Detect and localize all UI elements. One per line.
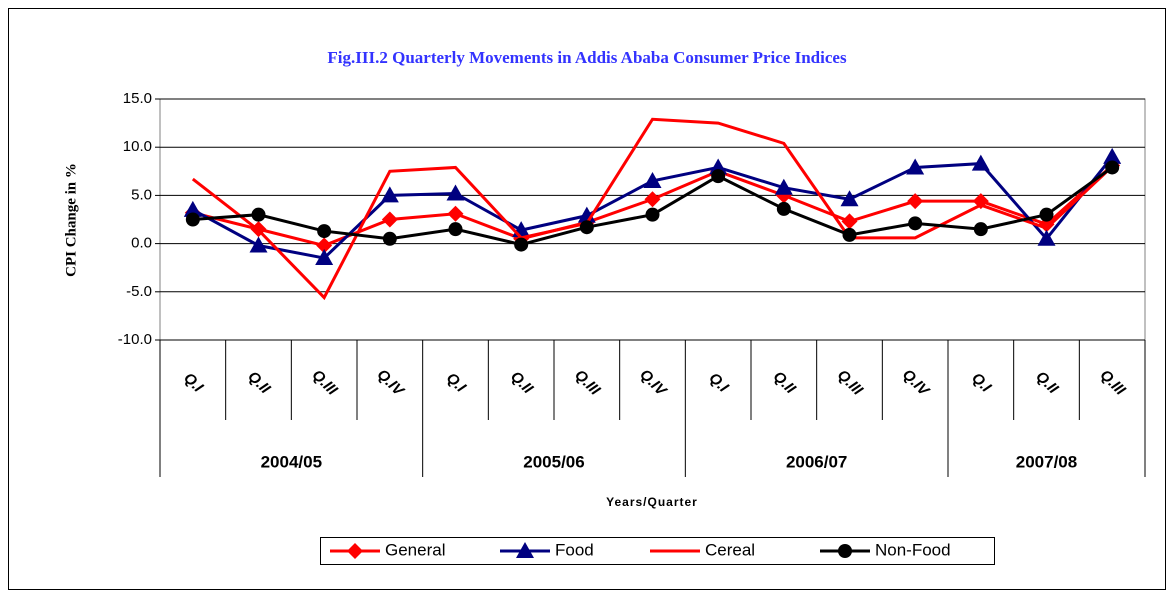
legend-label: Non-Food (875, 540, 951, 559)
marker (776, 201, 791, 216)
marker (906, 158, 925, 175)
marker (709, 158, 728, 175)
marker (842, 227, 857, 242)
marker (251, 207, 266, 222)
marker (1037, 229, 1056, 246)
marker (516, 542, 534, 558)
marker (316, 237, 333, 254)
y-tick-label: 10.0 (123, 138, 152, 155)
y-tick-label: 5.0 (131, 186, 152, 203)
y-tick-label: -5.0 (126, 283, 152, 300)
marker (514, 237, 529, 252)
legend: General Food Cereal Non-Food (320, 537, 995, 565)
marker (971, 154, 990, 171)
group-label: 2007/08 (1016, 452, 1077, 471)
marker (579, 220, 594, 235)
marker (711, 169, 726, 184)
marker (317, 224, 332, 239)
group-label: 2004/05 (261, 452, 322, 471)
legend-label: General (385, 540, 445, 559)
marker (907, 193, 924, 210)
marker (838, 544, 852, 558)
marker (249, 236, 268, 253)
marker (840, 190, 859, 207)
marker (446, 184, 465, 201)
marker (645, 207, 660, 222)
legend-label: Cereal (705, 540, 755, 559)
marker (381, 211, 398, 228)
marker (973, 222, 988, 237)
marker (1105, 160, 1120, 175)
series-line (191, 117, 1114, 301)
y-axis-label: CPI Change in % (63, 163, 79, 277)
marker (841, 213, 858, 230)
marker (1039, 207, 1054, 222)
marker (185, 212, 200, 227)
marker (347, 543, 363, 559)
marker (643, 171, 662, 188)
marker (774, 178, 793, 195)
y-tick-label: 0.0 (131, 235, 152, 252)
group-label: 2005/06 (523, 452, 584, 471)
y-tick-label: 15.0 (123, 90, 152, 107)
x-axis-label: Years/Quarter (606, 495, 698, 509)
marker (382, 231, 397, 246)
legend-label: Food (555, 540, 594, 559)
marker (380, 186, 399, 203)
marker (1103, 147, 1122, 164)
marker (644, 191, 661, 208)
marker (183, 200, 202, 217)
chart-title: Fig.III.2 Quarterly Movements in Addis A… (327, 48, 847, 67)
marker (447, 205, 464, 222)
group-label: 2006/07 (786, 452, 847, 471)
marker (448, 222, 463, 237)
marker (315, 249, 334, 266)
marker (908, 216, 923, 231)
y-tick-label: -10.0 (118, 331, 152, 348)
